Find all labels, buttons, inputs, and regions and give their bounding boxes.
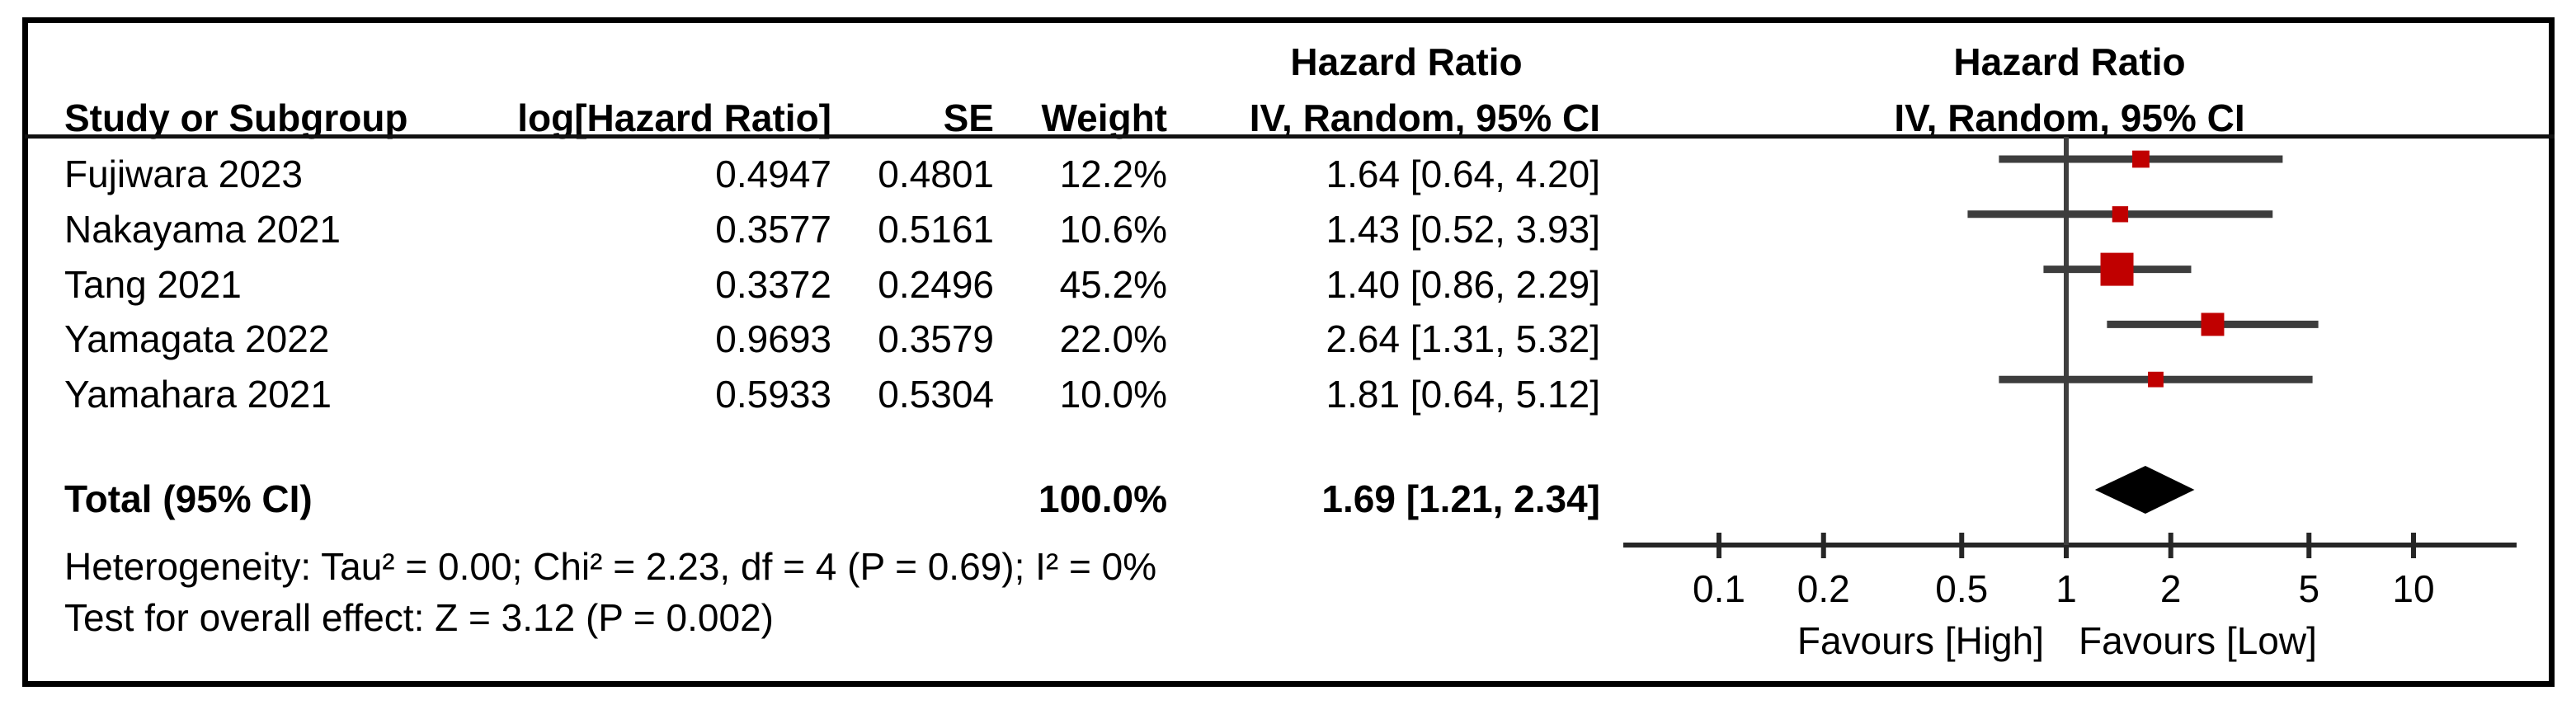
graph-header-line1: Hazard Ratio xyxy=(1953,40,2186,83)
summary-diamond xyxy=(2094,466,2195,514)
total-estimate: 1.69 [1.21, 2.34] xyxy=(1321,477,1600,520)
axis-tick-label: 0.2 xyxy=(1797,567,1850,610)
se-value: 0.4801 xyxy=(878,153,994,195)
study-label: Yamahara 2021 xyxy=(64,373,332,416)
axis-tick-label: 1 xyxy=(2056,567,2077,610)
axis-tick-label: 0.1 xyxy=(1693,567,1745,610)
weight-value: 10.0% xyxy=(1059,373,1167,416)
study-label: Nakayama 2021 xyxy=(64,207,341,251)
se-value: 0.5304 xyxy=(878,373,994,416)
study-weight-square xyxy=(2112,206,2129,223)
table-row: Nakayama 2021 0.3577 0.5161 10.6% 1.43 [… xyxy=(0,204,2576,255)
log-hr-value: 0.5933 xyxy=(715,373,831,416)
col-header-log-hr: log[Hazard Ratio] xyxy=(517,96,831,139)
log-hr-value: 0.3372 xyxy=(715,262,831,306)
favours-right-label: Favours [Low] xyxy=(2079,619,2317,662)
total-label: Total (95% CI) xyxy=(64,477,313,520)
weight-value: 22.0% xyxy=(1059,317,1167,361)
study-weight-square xyxy=(2132,150,2150,168)
col-header-weight: Weight xyxy=(1041,96,1167,139)
stats-header-line2: IV, Random, 95% CI xyxy=(1249,96,1600,139)
table-row: Yamahara 2021 0.5933 0.5304 10.0% 1.81 [… xyxy=(0,369,2576,420)
hr-ci-value: 1.43 [0.52, 3.93] xyxy=(1326,207,1601,251)
table-row: Tang 2021 0.3372 0.2496 45.2% 1.40 [0.86… xyxy=(0,259,2576,310)
study-weight-square xyxy=(2100,252,2134,286)
log-hr-value: 0.3577 xyxy=(715,207,831,251)
figure-border xyxy=(22,17,2555,687)
study-label: Yamagata 2022 xyxy=(64,317,330,361)
heterogeneity-text: Heterogeneity: Tau² = 0.00; Chi² = 2.23,… xyxy=(64,545,1157,588)
col-header-se: SE xyxy=(943,96,994,139)
table-row: Fujiwara 2023 0.4947 0.4801 12.2% 1.64 [… xyxy=(0,148,2576,200)
study-weight-square xyxy=(2201,313,2225,336)
log-hr-value: 0.9693 xyxy=(715,317,831,361)
axis-tick-label: 2 xyxy=(2160,567,2182,610)
header-rule xyxy=(25,134,2555,139)
table-row: Yamagata 2022 0.9693 0.3579 22.0% 2.64 [… xyxy=(0,313,2576,364)
hr-ci-value: 1.81 [0.64, 5.12] xyxy=(1326,373,1601,416)
weight-value: 10.6% xyxy=(1059,207,1167,251)
axis-tick-label: 10 xyxy=(2392,567,2434,610)
axis-tick-label: 5 xyxy=(2298,567,2319,610)
overall-effect-text: Test for overall effect: Z = 3.12 (P = 0… xyxy=(64,596,774,639)
hr-ci-value: 1.64 [0.64, 4.20] xyxy=(1326,153,1601,195)
axis-tick-label: 0.5 xyxy=(1935,567,1988,610)
se-value: 0.2496 xyxy=(878,262,994,306)
se-value: 0.5161 xyxy=(878,207,994,251)
graph-header-line2: IV, Random, 95% CI xyxy=(1894,96,2245,139)
se-value: 0.3579 xyxy=(878,317,994,361)
weight-value: 12.2% xyxy=(1059,153,1167,195)
log-hr-value: 0.4947 xyxy=(715,153,831,195)
study-label: Tang 2021 xyxy=(64,262,242,306)
total-weight: 100.0% xyxy=(1038,477,1167,520)
hr-ci-value: 1.40 [0.86, 2.29] xyxy=(1326,262,1601,306)
stats-header-line1: Hazard Ratio xyxy=(1290,40,1523,83)
col-header-study: Study or Subgroup xyxy=(64,96,408,139)
study-label: Fujiwara 2023 xyxy=(64,153,303,195)
favours-left-label: Favours [High] xyxy=(1797,619,2044,662)
study-weight-square xyxy=(2148,371,2164,388)
weight-value: 45.2% xyxy=(1059,262,1167,306)
hr-ci-value: 2.64 [1.31, 5.32] xyxy=(1326,317,1601,361)
